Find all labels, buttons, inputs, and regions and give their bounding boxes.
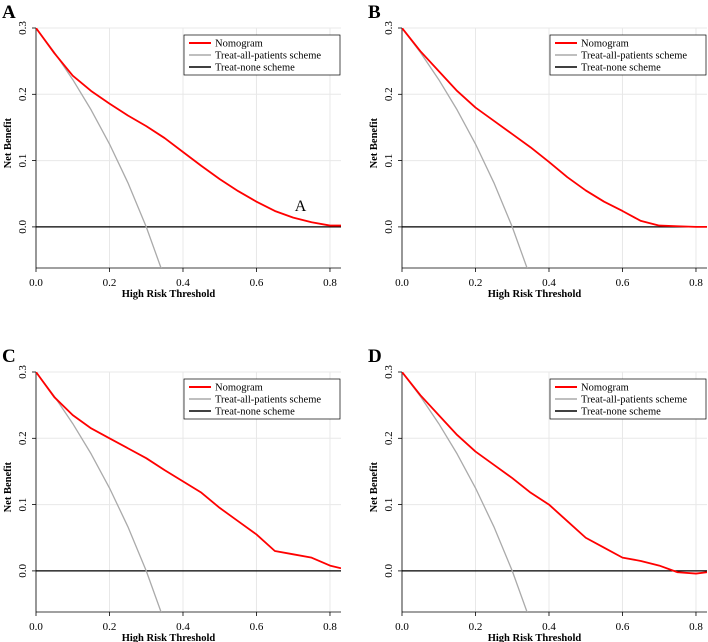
y-tick-label: 0.2	[383, 87, 395, 101]
y-axis-title: Net Benefit	[369, 117, 380, 168]
x-tick-label: 0.0	[395, 277, 409, 289]
panel-letter: D	[368, 346, 382, 367]
legend-label: Treat-all-patients scheme	[215, 51, 321, 62]
legend-label: Nomogram	[581, 39, 629, 50]
series-line-treat-all-patients-scheme	[402, 372, 528, 612]
legend-label: Treat-all-patients scheme	[581, 51, 687, 62]
annotation-label: A	[295, 198, 307, 215]
series-line-nomogram	[402, 372, 707, 575]
series-line-nomogram	[36, 28, 341, 227]
x-axis-title: High Risk Threshold	[488, 633, 582, 642]
x-tick-label: 0.6	[616, 277, 630, 289]
x-tick-label: 0.8	[689, 277, 703, 289]
panel-c: 0.0 0.2 0.4 0.6 0.8 0.0 0.1 0.2 0.3 High Risk Thr…	[2, 346, 341, 642]
x-tick-label: 0.8	[689, 621, 703, 633]
y-tick-label: 0.0	[17, 564, 29, 578]
y-tick-label: 0.1	[383, 498, 395, 512]
y-tick-label: 0.0	[383, 220, 395, 234]
x-tick-label: 0.4	[176, 621, 190, 633]
x-tick-label: 0.4	[176, 277, 190, 289]
y-tick-label: 0.1	[383, 154, 395, 168]
y-tick-label: 0.3	[383, 21, 395, 35]
y-tick-label: 0.2	[17, 431, 29, 445]
x-tick-label: 0.0	[29, 621, 43, 633]
series-line-nomogram	[402, 28, 707, 228]
x-tick-label: 0.6	[250, 621, 264, 633]
panel-b: 0.0 0.2 0.4 0.6 0.8 0.0 0.1 0.2 0.3 High Risk Thr…	[368, 2, 707, 300]
legend-label: Treat-none scheme	[215, 407, 295, 418]
x-tick-label: 0.2	[103, 621, 117, 633]
legend-label: Treat-none scheme	[215, 63, 295, 74]
legend-label: Nomogram	[581, 383, 629, 394]
x-tick-label: 0.2	[469, 277, 483, 289]
legend-label: Treat-all-patients scheme	[581, 395, 687, 406]
panel-letter: C	[2, 346, 16, 367]
series-lines	[36, 28, 341, 268]
x-tick-label: 0.4	[542, 277, 556, 289]
legend-label: Treat-none scheme	[581, 63, 661, 74]
series-lines	[36, 372, 341, 612]
x-axis-title: High Risk Threshold	[488, 289, 582, 300]
x-tick-label: 0.2	[103, 277, 117, 289]
legend-label: Nomogram	[215, 383, 263, 394]
y-tick-label: 0.2	[383, 431, 395, 445]
x-tick-label: 0.6	[616, 621, 630, 633]
x-tick-label: 0.4	[542, 621, 556, 633]
x-tick-label: 0.0	[29, 277, 43, 289]
x-tick-label: 0.2	[469, 621, 483, 633]
series-line-treat-all-patients-scheme	[36, 28, 162, 268]
panel-letter: B	[368, 2, 381, 23]
y-tick-label: 0.3	[17, 21, 29, 35]
x-tick-label: 0.6	[250, 277, 264, 289]
y-tick-label: 0.3	[17, 365, 29, 379]
y-tick-label: 0.0	[383, 564, 395, 578]
series-line-treat-all-patients-scheme	[36, 372, 162, 612]
y-tick-label: 0.1	[17, 498, 29, 512]
series-line-nomogram	[36, 372, 341, 570]
panel-d: 0.0 0.2 0.4 0.6 0.8 0.0 0.1 0.2 0.3 High Risk Thr…	[368, 346, 707, 642]
legend-label: Nomogram	[215, 39, 263, 50]
y-tick-label: 0.3	[383, 365, 395, 379]
y-axis-title: Net Benefit	[3, 461, 14, 512]
panel-a: 0.0 0.2 0.4 0.6 0.8 0.0 0.1 0.2 0.3 High Risk Thr…	[2, 2, 341, 300]
x-tick-label: 0.8	[323, 277, 337, 289]
x-tick-label: 0.0	[395, 621, 409, 633]
series-line-treat-all-patients-scheme	[402, 28, 528, 268]
y-tick-label: 0.1	[17, 154, 29, 168]
x-axis-title: High Risk Threshold	[122, 633, 216, 642]
y-tick-label: 0.2	[17, 87, 29, 101]
series-lines	[402, 28, 707, 268]
y-axis-title: Net Benefit	[3, 117, 14, 168]
x-tick-label: 0.8	[323, 621, 337, 633]
panel-letter: A	[2, 2, 16, 23]
series-lines	[402, 372, 707, 612]
legend-label: Treat-all-patients scheme	[215, 395, 321, 406]
y-tick-label: 0.0	[17, 220, 29, 234]
legend-label: Treat-none scheme	[581, 407, 661, 418]
y-axis-title: Net Benefit	[369, 461, 380, 512]
x-axis-title: High Risk Threshold	[122, 289, 216, 300]
